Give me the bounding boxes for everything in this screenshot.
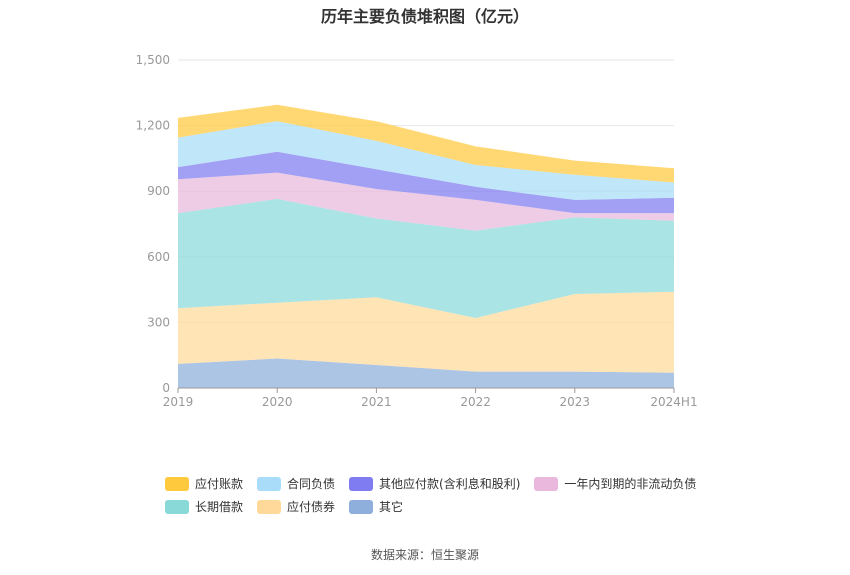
legend-swatch — [534, 476, 559, 491]
legend-swatch — [257, 499, 282, 514]
legend-item[interactable]: 其他应付款(含利息和股利) — [349, 475, 520, 492]
legend-item[interactable]: 长期借款 — [165, 498, 243, 515]
y-tick-label: 900 — [147, 184, 170, 198]
legend-swatch — [349, 476, 374, 491]
area-series-其它 — [178, 358, 674, 388]
y-tick-label: 1,500 — [136, 53, 170, 67]
y-tick-label: 1,200 — [136, 119, 170, 133]
legend-label: 应付债券 — [287, 500, 336, 514]
legend-item[interactable]: 应付账款 — [165, 475, 243, 492]
area-series-其他应付款(含利息和股利) — [178, 151, 674, 214]
data-source: 数据来源：恒生聚源 — [370, 548, 479, 562]
legend-item[interactable]: 合同负债 — [257, 475, 335, 492]
legend: 应付账款 合同负债 其他应付款(含利息和股利) 一年内到期的非流动负债 长期借款 应付债… — [165, 472, 725, 518]
legend-label: 长期借款 — [195, 500, 244, 514]
legend-row-1: 应付账款 合同负债 其他应付款(含利息和股利) 一年内到期的非流动负债 — [165, 472, 725, 495]
legend-label: 其它 — [379, 500, 404, 514]
chart-title: 历年主要负债堆积图（亿元） — [320, 7, 529, 26]
area-series-长期借款 — [178, 198, 674, 318]
legend-label: 一年内到期的非流动负债 — [564, 477, 697, 491]
legend-label: 合同负债 — [287, 477, 336, 491]
legend-item[interactable]: 一年内到期的非流动负债 — [534, 475, 696, 492]
area-series-应付债券 — [178, 291, 674, 373]
area-series-一年内到期的非流动负债 — [178, 172, 674, 231]
x-tick-label: 2020 — [262, 395, 293, 409]
legend-swatch — [165, 499, 189, 514]
x-tick-label: 2019 — [163, 395, 194, 409]
legend-item[interactable]: 其它 — [349, 498, 403, 515]
axes: 0 300 600 900 1,200 1,500 2019 2020 2021 2022 2023… — [136, 53, 698, 409]
legend-label: 应付账款 — [195, 477, 244, 491]
x-tick-label: 2022 — [460, 395, 491, 409]
area-series — [178, 104, 674, 388]
y-tick-label: 300 — [147, 315, 170, 329]
legend-row-2: 长期借款 应付债券 其它 — [165, 495, 725, 518]
legend-swatch — [349, 499, 374, 514]
x-tick-label: 2024H1 — [650, 395, 697, 409]
y-tick-label: 0 — [162, 381, 170, 395]
legend-swatch — [165, 476, 189, 491]
legend-swatch — [257, 476, 282, 491]
area-series-合同负债 — [178, 121, 674, 200]
legend-label: 其他应付款(含利息和股利) — [379, 477, 521, 491]
area-series-应付账款 — [178, 104, 674, 183]
legend-item[interactable]: 应付债券 — [257, 498, 335, 515]
y-tick-label: 600 — [147, 250, 170, 264]
x-tick-label: 2023 — [560, 395, 591, 409]
x-tick-label: 2021 — [361, 395, 392, 409]
